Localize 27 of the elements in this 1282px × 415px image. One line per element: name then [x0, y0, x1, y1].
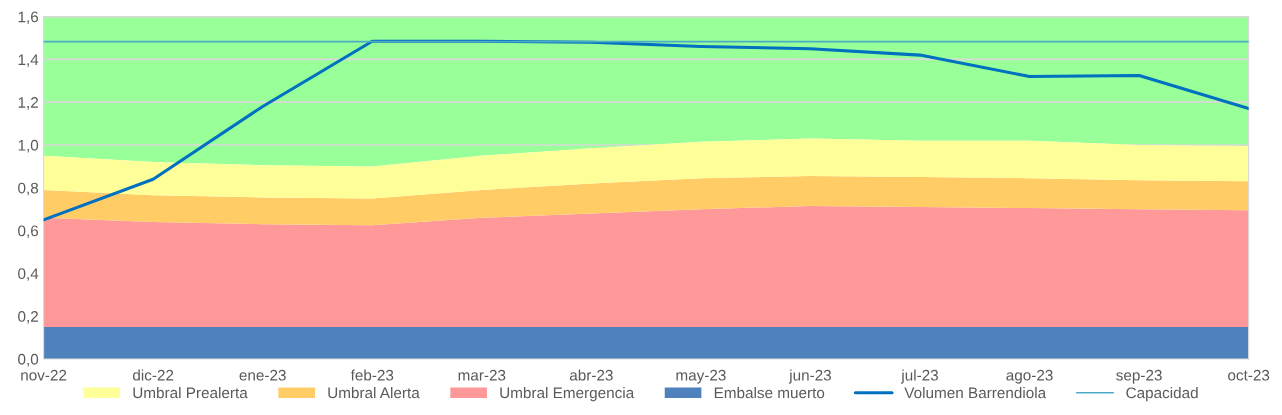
x-tick-label: mar-23: [458, 369, 506, 381]
y-tick-label: 0,6: [18, 225, 39, 239]
legend-label: Embalse muerto: [714, 387, 825, 399]
x-tick-label: jun-23: [788, 369, 832, 384]
x-tick-label: oct-23: [1228, 369, 1270, 381]
y-tick-label: 0,4: [18, 268, 39, 281]
legend-label: Umbral Emergencia: [500, 387, 635, 402]
x-tick-label: ago-23: [1006, 369, 1053, 384]
x-tick-label: may-23: [676, 369, 726, 384]
x-tick-label: abr-23: [569, 369, 613, 381]
x-tick-label: dic-22: [132, 369, 174, 381]
x-tick-label: jul-23: [900, 369, 939, 384]
y-tick-label: 1,6: [18, 11, 39, 25]
y-tick-label: 1,0: [18, 139, 39, 153]
x-tick-label: sep-23: [1116, 369, 1162, 384]
legend-label: Umbral Prealerta: [133, 387, 248, 399]
y-tick-label: 0,2: [18, 311, 38, 324]
x-tick-label: feb-23: [350, 369, 394, 381]
y-tick-label: 1,2: [18, 97, 38, 110]
y-tick-label: 1,4: [18, 54, 39, 67]
legend-label: Umbral Alerta: [328, 387, 420, 399]
x-tick-label: nov-22: [21, 369, 67, 381]
legend-label: Volumen Barrendiola: [904, 387, 1047, 399]
y-tick-label: 0,0: [18, 353, 39, 367]
y-tick-label: 0,8: [18, 182, 39, 196]
legend-label: Capacidad: [1126, 387, 1198, 402]
x-tick-label: ene-23: [239, 369, 286, 381]
